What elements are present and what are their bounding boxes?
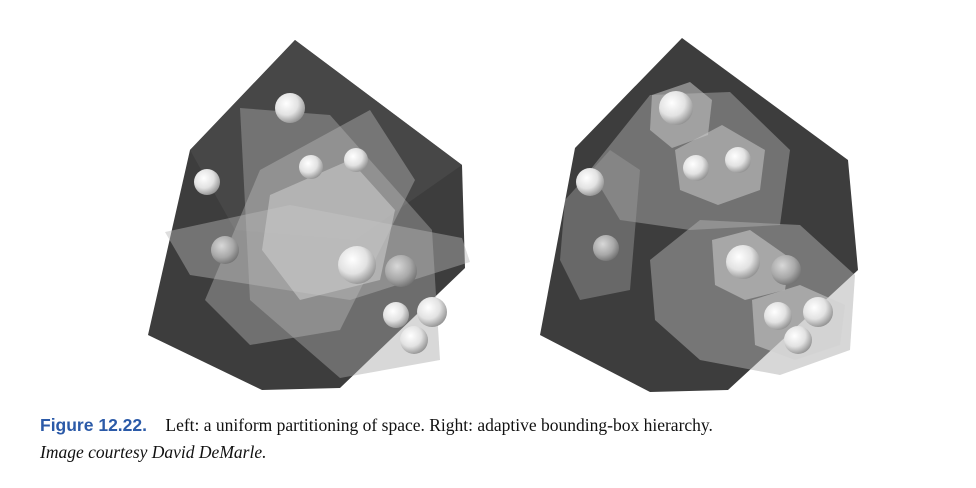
sphere — [194, 169, 220, 195]
sphere — [764, 302, 792, 330]
sphere — [683, 155, 709, 181]
image-credit: Image courtesy David DeMarle. — [40, 442, 267, 462]
left-cube-uniform-partitioning — [148, 40, 470, 390]
sphere — [726, 245, 760, 279]
sphere — [784, 326, 812, 354]
right-cube-bounding-box-hierarchy — [540, 38, 858, 392]
left-cube-top-face — [190, 40, 462, 240]
figure-caption: Figure 12.22. Left: a uniform partitioni… — [40, 412, 940, 466]
sphere — [417, 297, 447, 327]
sphere — [211, 236, 239, 264]
sphere — [725, 147, 751, 173]
caption-text: Left: a uniform partitioning of space. R… — [165, 415, 713, 435]
right-cube-hex-mid — [675, 125, 765, 205]
sphere — [385, 255, 417, 287]
sphere — [803, 297, 833, 327]
sphere — [593, 235, 619, 261]
sphere — [383, 302, 409, 328]
sphere — [299, 155, 323, 179]
sphere — [576, 168, 604, 196]
figure-image-area — [148, 38, 858, 392]
sphere — [275, 93, 305, 123]
sphere — [338, 246, 376, 284]
sphere — [344, 148, 368, 172]
sphere — [400, 326, 428, 354]
sphere — [659, 91, 693, 125]
figure-label: Figure 12.22. — [40, 415, 147, 435]
sphere — [771, 255, 801, 285]
